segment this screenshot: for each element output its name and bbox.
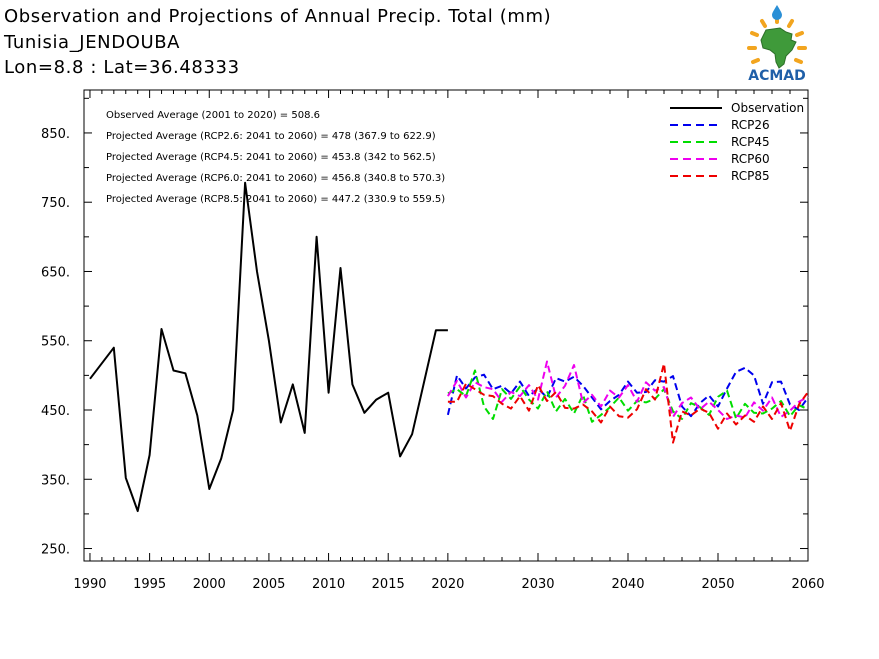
acmad-logo: ACMAD	[747, 5, 807, 84]
y-tick-label: 350.	[41, 473, 70, 488]
y-tick-label: 850.	[41, 127, 70, 142]
y-tick-label: 450.	[41, 404, 70, 419]
series-line-rcp60	[447, 360, 809, 420]
legend: Observation RCP26 RCP45 RCP60 RCP85	[670, 101, 804, 183]
coordinates-label: Lon=8.8 : Lat=36.48333	[4, 57, 240, 78]
annotation-text: Projected Average (RCP6.0: 2041 to 2060)…	[106, 173, 445, 184]
x-tick-label: 2020	[431, 577, 464, 592]
x-tick-label: 2040	[611, 577, 644, 592]
logo-text: ACMAD	[748, 68, 806, 84]
africa-icon	[760, 27, 797, 69]
x-tick-label: 2030	[521, 577, 554, 592]
x-tick-label: 1995	[133, 577, 166, 592]
series-line-rcp85	[447, 362, 809, 444]
raindrop-icon	[772, 5, 782, 20]
x-tick-label: 2015	[372, 577, 405, 592]
series-layer	[89, 181, 809, 513]
x-tick-label: 2010	[312, 577, 345, 592]
plot-frame	[83, 89, 809, 562]
legend-label: Observation	[731, 101, 804, 115]
legend-label: RCP60	[731, 152, 770, 166]
annotation-text: Observed Average (2001 to 2020) = 508.6	[106, 110, 320, 121]
x-tick-label: 2060	[791, 577, 824, 592]
annotations: Observed Average (2001 to 2020) = 508.6 P…	[106, 110, 445, 205]
axes: 250. 350. 450. 550. 650. 750. 850. 1990 1995 2000…	[41, 89, 825, 592]
x-tick-label: 2000	[193, 577, 226, 592]
x-tick-label: 1990	[73, 577, 106, 592]
legend-label: RCP85	[731, 169, 770, 183]
series-line-rcp26	[446, 366, 809, 418]
series-line-observation	[89, 181, 448, 513]
y-tick-label: 650.	[41, 265, 70, 280]
x-tick-label: 2050	[701, 577, 734, 592]
legend-label: RCP45	[731, 135, 770, 149]
x-tick-label: 2005	[252, 577, 285, 592]
annotation-text: Projected Average (RCP4.5: 2041 to 2060)…	[106, 152, 436, 163]
annotation-text: Projected Average (RCP8.5: 2041 to 2060)…	[106, 194, 445, 205]
chart-title: Observation and Projections of Annual Pr…	[4, 6, 552, 27]
annotation-text: Projected Average (RCP2.6: 2041 to 2060)…	[106, 131, 436, 142]
location-label: Tunisia_JENDOUBA	[4, 32, 181, 53]
legend-label: RCP26	[731, 118, 770, 132]
y-tick-label: 550.	[41, 335, 70, 350]
y-tick-label: 250.	[41, 543, 70, 558]
y-tick-label: 750.	[41, 196, 70, 211]
series-line-rcp45	[447, 369, 809, 423]
